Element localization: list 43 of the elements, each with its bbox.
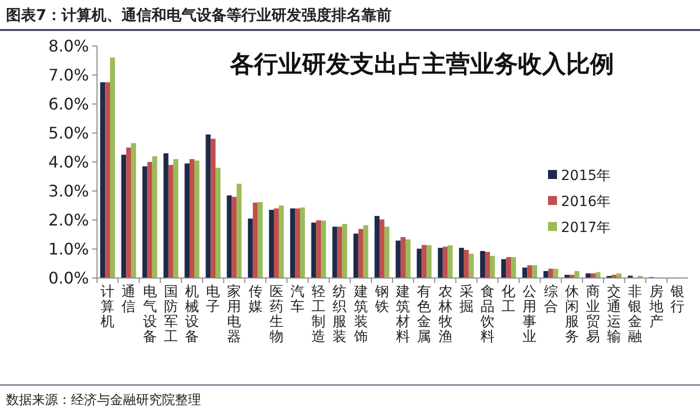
x-tick-label: 食品饮料	[479, 284, 494, 345]
x-tick-label: 农林牧渔	[437, 284, 452, 345]
y-tick-label: 5.0%	[48, 124, 89, 143]
x-tick-label: 休闲服务	[564, 284, 579, 345]
x-tick-label: 电气设备	[142, 284, 157, 345]
x-tick-label: 有色金属	[417, 284, 432, 345]
x-tick-label: 国防军工	[164, 284, 178, 345]
legend-label: 2017年	[561, 220, 611, 236]
x-tick-label: 商业贸易	[586, 284, 600, 345]
x-tick-label: 公用事业	[522, 284, 537, 345]
x-tick-label: 建筑装饰	[352, 284, 368, 345]
x-tick-label: 汽车	[290, 284, 305, 315]
legend-label: 2015年	[561, 168, 611, 184]
y-tick-label: 7.0%	[48, 66, 89, 85]
chart-title: 图表7：计算机、通信和电气设备等行业研发强度排名靠前	[6, 6, 392, 24]
y-tick-label: 2.0%	[48, 210, 89, 230]
x-tick-label: 建筑材料	[395, 284, 410, 345]
x-tick-label: 医药生物	[269, 284, 284, 345]
x-tick-label: 通信	[122, 284, 136, 315]
y-tick-label: 0.0%	[48, 268, 89, 288]
x-tick-label: 钢铁	[374, 284, 389, 315]
x-tick-label: 综合	[544, 284, 558, 315]
y-tick-label: 4.0%	[48, 152, 89, 172]
y-tick-label: 8.0%	[48, 36, 89, 56]
x-tick-label: 交通运输	[607, 284, 622, 345]
x-tick-label: 轻工制造	[312, 284, 326, 345]
y-tick-label: 3.0%	[48, 182, 89, 201]
y-tick-label: 6.0%	[48, 94, 89, 114]
legend-label: 2016年	[561, 194, 611, 210]
x-tick-label: 家用电器	[227, 284, 242, 345]
x-tick-label: 机械设备	[184, 284, 199, 345]
x-tick-label: 采掘	[459, 284, 474, 315]
y-tick-label: 1.0%	[48, 240, 89, 259]
x-tick-label: 房地产	[648, 284, 664, 330]
x-tick-label: 化工	[502, 284, 516, 315]
x-tick-label: 计算机	[100, 284, 115, 330]
x-tick-label: 纺织服装	[332, 284, 347, 345]
chart-subtitle: 各行业研发支出占主营业务收入比例	[229, 49, 614, 78]
x-tick-label: 银行	[669, 284, 684, 315]
x-tick-label: 传媒	[248, 284, 262, 315]
source-note: 数据来源：经济与金融研究院整理	[6, 393, 201, 408]
x-tick-label: 电子	[206, 284, 220, 315]
x-tick-label: 非银金融	[627, 284, 642, 345]
